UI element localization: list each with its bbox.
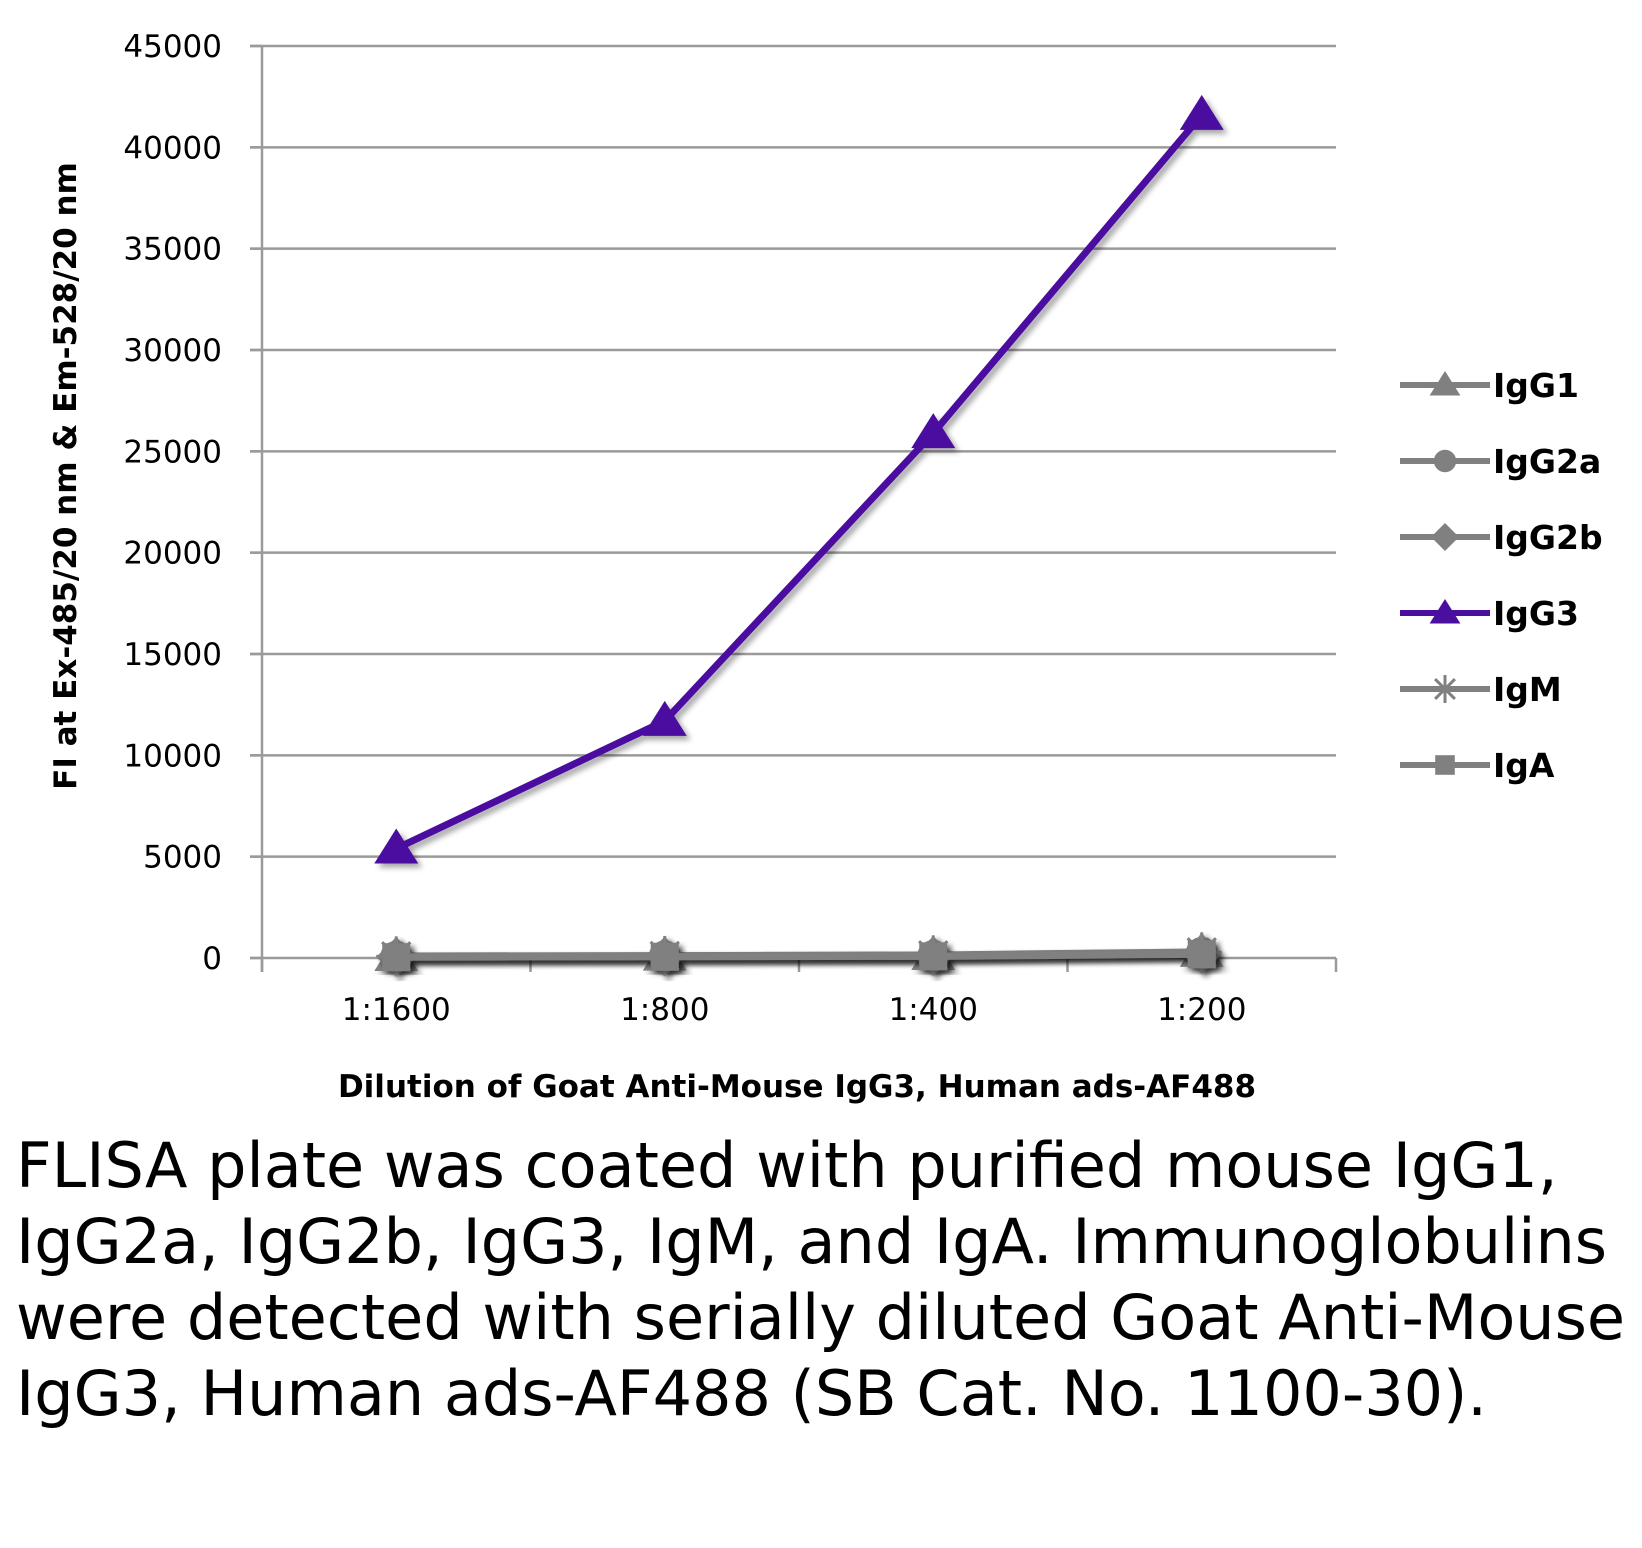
legend-marker-igg3 (1429, 599, 1461, 624)
series-igg3 (374, 94, 1224, 864)
legend-label-igm: IgM (1493, 670, 1562, 709)
data-point-igg3 (911, 413, 956, 449)
data-point-igg3 (642, 700, 687, 736)
y-tick-label: 10000 (123, 738, 222, 774)
series-iga (382, 940, 1216, 972)
axes (250, 44, 1338, 972)
data-point-iga (919, 942, 948, 971)
legend-marker-igg2b (1431, 523, 1459, 551)
data-point-iga (1187, 940, 1216, 969)
legend-marker-igm (1431, 675, 1459, 703)
series-line-igg3 (394, 112, 1205, 852)
y-axis-title: FI at Ex-485/20 nm & Em-528/20 nm (48, 162, 84, 790)
legend-marker-igg2a (1433, 449, 1457, 473)
y-tick-label: 35000 (123, 232, 222, 268)
legend: IgG1 IgG2a IgG2b IgG3 IgM IgA (1400, 366, 1603, 785)
legend-item-igg3: IgG3 (1400, 594, 1579, 633)
data-point-iga (650, 942, 679, 971)
x-tick-label: 1:800 (620, 992, 709, 1028)
legend-label-igg1: IgG1 (1493, 366, 1579, 405)
data-point-iga (382, 943, 411, 972)
data-point-igg3 (374, 828, 419, 864)
y-tick-label: 15000 (123, 637, 222, 673)
legend-label-igg2b: IgG2b (1493, 518, 1603, 557)
x-tick-label: 1:1600 (342, 992, 451, 1028)
line-chart: 0 5000 10000 15000 20000 25000 30000 35000 40000… (48, 29, 1603, 1105)
x-axis-title: Dilution of Goat Anti-Mouse IgG3, Human … (338, 1069, 1256, 1105)
y-tick-label: 0 (202, 941, 222, 977)
legend-item-igm: IgM (1400, 670, 1562, 709)
y-tick-label: 30000 (123, 333, 222, 369)
legend-item-igg2a: IgG2a (1400, 442, 1601, 481)
x-tick-label: 1:400 (889, 992, 978, 1028)
y-tick-labels: 0 5000 10000 15000 20000 25000 30000 35000 40000… (123, 29, 222, 977)
legend-label-iga: IgA (1493, 746, 1555, 785)
legend-marker-iga (1435, 755, 1455, 775)
y-tick-label: 40000 (123, 130, 222, 166)
data-point-igg3 (1179, 94, 1224, 130)
legend-label-igg3: IgG3 (1493, 594, 1579, 633)
gridlines (250, 44, 1336, 858)
x-tick-labels: 1:1600 1:800 1:400 1:200 (342, 992, 1247, 1028)
y-tick-label: 25000 (123, 434, 222, 470)
y-tick-label: 5000 (143, 840, 222, 876)
series-group (374, 94, 1224, 977)
legend-item-igg1: IgG1 (1400, 366, 1579, 405)
figure-caption: FLISA plate was coated with purified mou… (16, 1129, 1626, 1430)
legend-label-igg2a: IgG2a (1493, 442, 1601, 481)
legend-item-igg2b: IgG2b (1400, 518, 1603, 557)
x-tick-label: 1:200 (1157, 992, 1246, 1028)
y-tick-label: 45000 (123, 29, 222, 65)
legend-item-iga: IgA (1400, 746, 1555, 785)
legend-marker-igg1 (1429, 371, 1461, 396)
y-tick-label: 20000 (123, 536, 222, 572)
series-line-iga (396, 950, 1202, 961)
